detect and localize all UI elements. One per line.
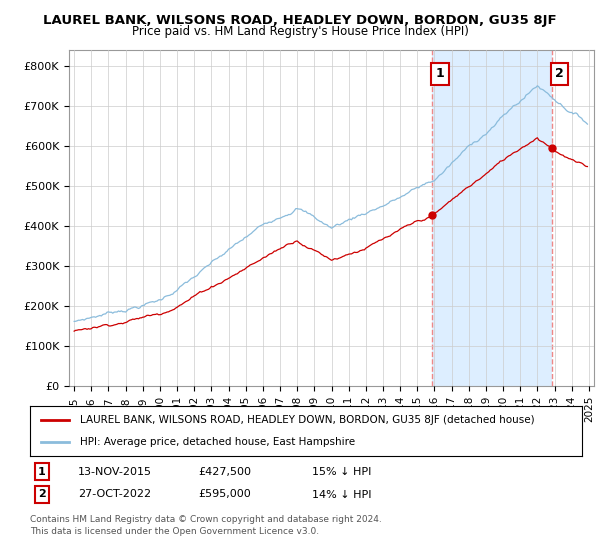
- Text: LAUREL BANK, WILSONS ROAD, HEADLEY DOWN, BORDON, GU35 8JF: LAUREL BANK, WILSONS ROAD, HEADLEY DOWN,…: [43, 14, 557, 27]
- Bar: [432, 50, 551, 386]
- Text: £427,500: £427,500: [198, 466, 251, 477]
- Text: Contains HM Land Registry data © Crown copyright and database right 2024.: Contains HM Land Registry data © Crown c…: [30, 515, 382, 524]
- Text: 13-NOV-2015: 13-NOV-2015: [78, 466, 152, 477]
- Text: £595,000: £595,000: [198, 489, 251, 500]
- Text: 2: 2: [38, 489, 46, 500]
- Text: 27-OCT-2022: 27-OCT-2022: [78, 489, 151, 500]
- Text: 1: 1: [38, 466, 46, 477]
- Text: 15% ↓ HPI: 15% ↓ HPI: [312, 466, 371, 477]
- Text: 2: 2: [555, 67, 564, 81]
- Text: 14% ↓ HPI: 14% ↓ HPI: [312, 489, 371, 500]
- Text: LAUREL BANK, WILSONS ROAD, HEADLEY DOWN, BORDON, GU35 8JF (detached house): LAUREL BANK, WILSONS ROAD, HEADLEY DOWN,…: [80, 415, 535, 425]
- Text: Price paid vs. HM Land Registry's House Price Index (HPI): Price paid vs. HM Land Registry's House …: [131, 25, 469, 38]
- Text: HPI: Average price, detached house, East Hampshire: HPI: Average price, detached house, East…: [80, 437, 355, 447]
- Text: This data is licensed under the Open Government Licence v3.0.: This data is licensed under the Open Gov…: [30, 528, 319, 536]
- Text: 1: 1: [436, 67, 445, 81]
